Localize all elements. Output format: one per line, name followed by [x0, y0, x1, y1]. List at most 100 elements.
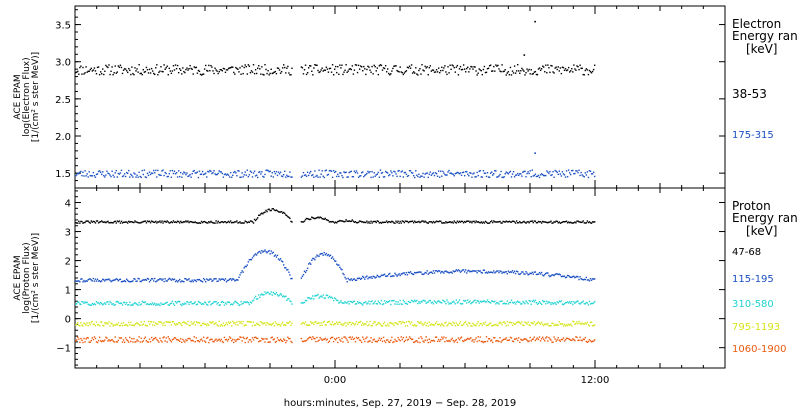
data-point	[104, 280, 106, 282]
data-point	[110, 280, 112, 283]
data-point	[456, 270, 459, 272]
data-point	[483, 341, 486, 343]
data-point	[384, 221, 387, 223]
data-point	[303, 340, 306, 342]
data-point	[137, 322, 139, 325]
data-point	[92, 277, 95, 280]
data-point	[242, 336, 244, 338]
data-point	[557, 337, 559, 339]
data-point	[234, 339, 236, 341]
data-point	[271, 208, 273, 210]
data-point	[445, 220, 447, 223]
data-point	[420, 175, 422, 177]
data-point	[456, 64, 459, 67]
data-point	[215, 220, 217, 222]
data-point	[333, 338, 336, 340]
data-point	[451, 301, 453, 304]
data-point	[398, 273, 400, 275]
data-point	[316, 336, 318, 339]
data-point	[262, 213, 264, 215]
data-point	[182, 338, 184, 341]
data-point	[341, 301, 343, 304]
data-point	[183, 280, 185, 283]
data-point	[245, 265, 247, 268]
data-point	[291, 176, 293, 178]
data-point	[353, 170, 356, 172]
data-point	[575, 301, 577, 303]
data-point	[395, 173, 397, 175]
data-point	[312, 336, 314, 338]
data-point	[489, 271, 492, 273]
data-point	[150, 321, 153, 323]
data-point	[370, 324, 372, 327]
data-point	[214, 278, 216, 280]
data-point	[130, 73, 132, 76]
data-point	[119, 222, 122, 224]
data-point	[511, 301, 514, 304]
data-point	[561, 338, 564, 341]
data-point	[346, 176, 348, 178]
data-point	[481, 340, 484, 343]
data-point	[481, 324, 484, 327]
data-point	[494, 300, 496, 303]
data-point	[340, 172, 342, 174]
data-point	[323, 320, 325, 323]
data-point	[586, 321, 589, 324]
data-point	[475, 324, 477, 327]
data-point	[508, 220, 511, 223]
data-point	[467, 220, 469, 222]
data-point	[107, 172, 109, 174]
data-point	[277, 67, 280, 70]
data-point	[261, 337, 263, 340]
data-point	[547, 171, 549, 173]
data-point	[372, 220, 374, 223]
data-point	[404, 302, 407, 305]
data-point	[118, 66, 121, 68]
data-point	[245, 301, 247, 304]
data-point	[546, 323, 548, 326]
data-point	[141, 279, 143, 282]
data-point	[517, 172, 519, 175]
data-point	[199, 173, 202, 176]
data-point	[329, 337, 332, 340]
data-point	[145, 303, 148, 305]
data-point	[184, 341, 186, 343]
data-point	[502, 176, 504, 179]
data-point	[166, 280, 168, 282]
data-point	[504, 303, 506, 305]
data-point	[80, 220, 82, 223]
data-point	[365, 276, 367, 278]
data-point	[105, 221, 107, 224]
data-point	[167, 336, 169, 338]
data-point	[156, 176, 158, 178]
data-point	[387, 339, 389, 341]
data-point	[472, 173, 474, 175]
data-point	[426, 66, 428, 68]
data-point	[194, 66, 196, 69]
data-point	[540, 173, 543, 175]
data-point	[139, 222, 141, 224]
data-point	[528, 172, 530, 175]
data-point	[130, 321, 132, 323]
data-point	[94, 337, 97, 340]
data-point	[277, 258, 280, 260]
data-point	[236, 175, 238, 177]
data-point	[395, 301, 397, 303]
data-point	[183, 70, 185, 73]
data-point	[367, 341, 369, 343]
data-point	[361, 324, 363, 326]
data-point	[229, 278, 232, 280]
data-point	[89, 323, 91, 326]
data-point	[75, 71, 77, 74]
data-point	[531, 338, 533, 341]
data-point	[223, 324, 226, 327]
data-point	[305, 269, 308, 272]
data-point	[216, 324, 218, 326]
data-point	[270, 291, 272, 293]
data-point	[436, 340, 439, 343]
data-point	[127, 339, 129, 342]
data-point	[336, 175, 338, 178]
data-point	[517, 321, 519, 323]
data-point	[84, 341, 86, 343]
data-point	[352, 278, 355, 280]
